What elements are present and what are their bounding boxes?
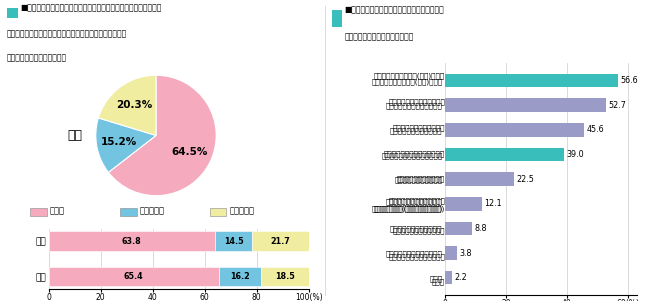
Bar [31, 208, 47, 216]
Text: 発言の信びょう性や信頼度が
高くなると思う(素直に話が聴ける): 発言の信びょう性や信頼度が 高くなると思う(素直に話が聴ける) [374, 198, 445, 212]
Text: 20.3%: 20.3% [116, 101, 152, 110]
Bar [261, 267, 309, 286]
Text: どのように変わると思いますか？: どのように変わると思いますか？ [344, 32, 414, 41]
Text: 45.6: 45.6 [586, 125, 604, 134]
Text: 16.2: 16.2 [230, 272, 250, 281]
Wedge shape [98, 75, 156, 135]
Text: 接する機会が増えると思う: 接する機会が増えると思う [393, 124, 445, 131]
Text: 18.5: 18.5 [275, 272, 295, 281]
Text: ■ニオイが改善された場合、その人への意識は: ■ニオイが改善された場合、その人への意識は [344, 5, 445, 14]
Text: 52.7: 52.7 [608, 101, 626, 110]
Bar [49, 231, 214, 251]
Text: 3.8: 3.8 [460, 249, 472, 258]
Bar [445, 148, 564, 161]
Text: 14.5: 14.5 [224, 237, 243, 246]
Bar [214, 231, 252, 251]
Bar [445, 172, 514, 186]
Text: 変わる: 変わる [50, 207, 65, 216]
Bar [252, 231, 309, 251]
Bar [445, 222, 472, 235]
Text: 話す時の距離が縮まると思う: 話す時の距離が縮まると思う [389, 98, 445, 105]
Text: 2.2: 2.2 [454, 273, 467, 282]
Bar [332, 10, 343, 26]
Text: 相手への興味が増すと思う: 相手への興味が増すと思う [393, 227, 445, 234]
Text: その他: その他 [432, 279, 445, 285]
Text: ■ニオイ（体臭）が原因で、距離を置いたり、疏遠になった場合、: ■ニオイ（体臭）が原因で、距離を置いたり、疏遠になった場合、 [20, 3, 161, 12]
Text: 心の距離が縮まると思う: 心の距離が縮まると思う [397, 176, 445, 182]
Bar [49, 267, 219, 286]
Bar [445, 74, 618, 87]
Bar [210, 208, 226, 216]
Bar [219, 267, 261, 286]
Text: 63.8: 63.8 [122, 237, 142, 246]
Text: 変わらない: 変わらない [140, 207, 164, 216]
Bar [445, 271, 452, 284]
Bar [120, 208, 136, 216]
Text: 前より、会話が増える(弾む)と思う: 前より、会話が増える(弾む)と思う [374, 73, 445, 79]
Bar [445, 246, 457, 260]
Bar [445, 98, 606, 112]
Text: 尊敢できるようになると思う: 尊敢できるようになると思う [389, 253, 445, 260]
Text: 64.5%: 64.5% [172, 147, 208, 157]
Bar [6, 8, 18, 18]
Text: わからない: わからない [229, 207, 254, 216]
Text: 8.8: 8.8 [474, 224, 487, 233]
Text: ニオイが改善されたら、その人との関係、その人に対する: ニオイが改善されたら、その人との関係、その人に対する [6, 29, 127, 38]
Text: 65.4: 65.4 [124, 272, 144, 281]
Wedge shape [96, 118, 156, 172]
Text: 15.2%: 15.2% [101, 137, 137, 147]
Bar [445, 123, 584, 137]
Text: 39.0: 39.0 [566, 150, 584, 159]
Text: 22.5: 22.5 [516, 175, 534, 184]
Text: 笑顔で話せるようになると思う: 笑顔で話せるようになると思う [384, 150, 445, 157]
Text: 12.1: 12.1 [484, 199, 502, 208]
Bar [445, 197, 482, 210]
Wedge shape [109, 75, 216, 196]
Text: 21.7: 21.7 [270, 237, 291, 246]
Text: 56.6: 56.6 [620, 76, 638, 85]
Text: 意識は変わると思いますか？: 意識は変わると思いますか？ [6, 53, 66, 62]
Text: 全体: 全体 [67, 129, 83, 142]
